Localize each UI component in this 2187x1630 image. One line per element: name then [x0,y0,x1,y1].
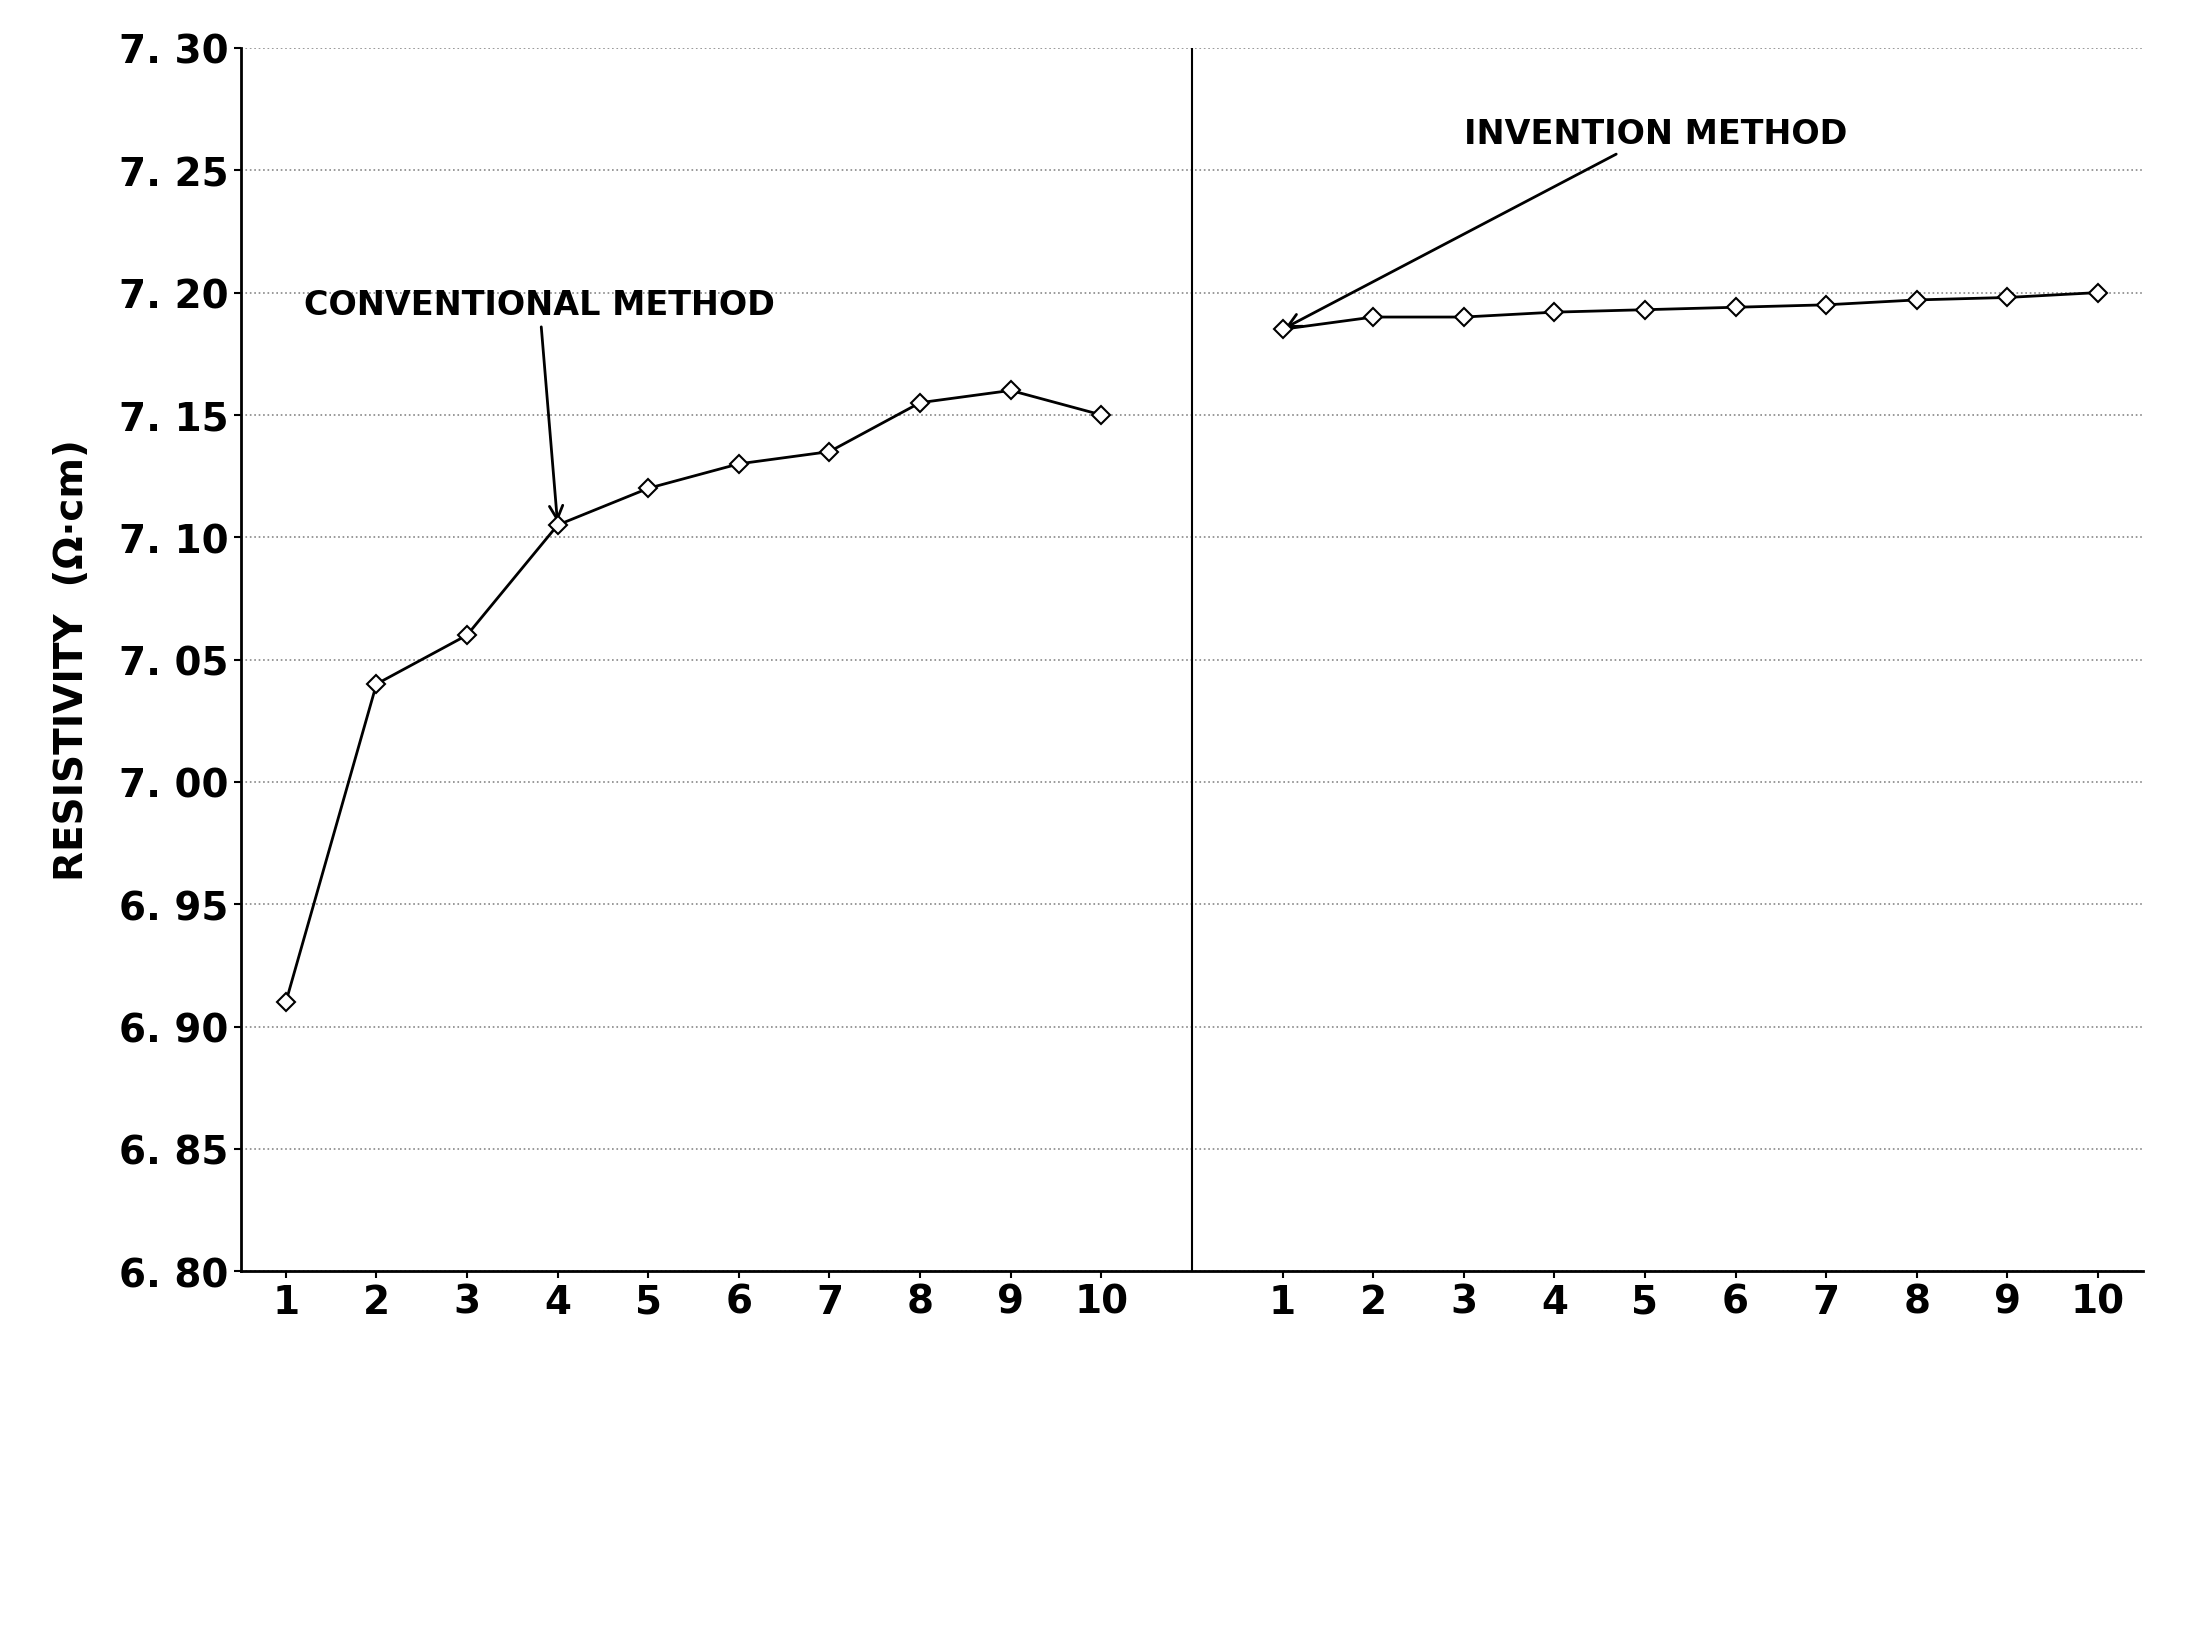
Y-axis label: RESISTIVITY  (Ω·cm): RESISTIVITY (Ω·cm) [52,440,92,880]
Text: CONVENTIONAL METHOD: CONVENTIONAL METHOD [304,289,774,520]
Text: INVENTION METHOD: INVENTION METHOD [1288,117,1848,328]
